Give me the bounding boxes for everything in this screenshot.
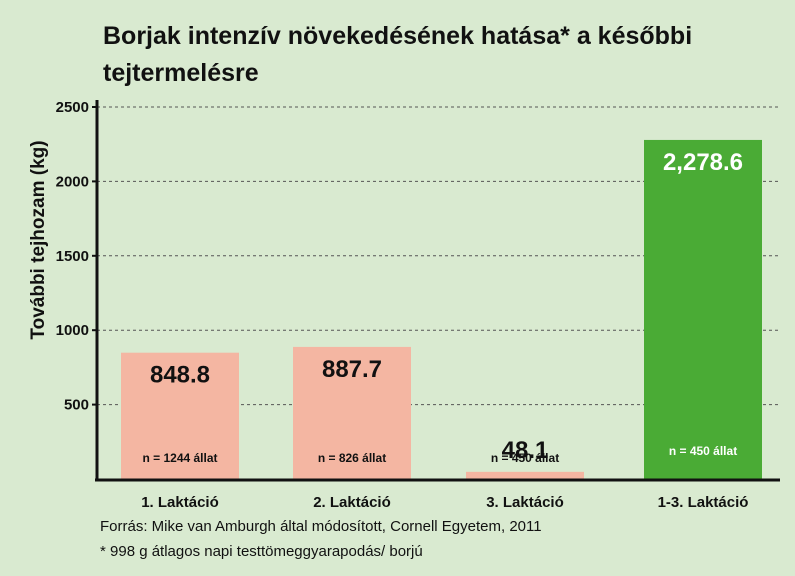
x-category-label: 1. Laktáció	[141, 494, 219, 511]
labels: 500 1000 1500 2000 2500 848.8 n = 1244 állat 1.…	[56, 99, 749, 511]
y-tick-label: 2000	[56, 173, 89, 190]
chart-title: Borjak intenzív növekedésének hatása* a …	[103, 22, 693, 87]
bar	[644, 139, 762, 479]
bars	[121, 139, 762, 479]
bar-n-label: n = 1244 állat	[142, 451, 217, 465]
bar-value-label: 2,278.6	[663, 149, 743, 176]
y-tick-label: 1000	[56, 322, 89, 339]
x-category-label: 2. Laktáció	[313, 494, 391, 511]
bar-value-label: 48.1	[502, 437, 549, 464]
bar-n-label: n = 826 állat	[318, 451, 386, 465]
bar-n-label: n = 450 állat	[491, 451, 559, 465]
bar-value-label: 848.8	[150, 362, 210, 389]
bar	[121, 352, 239, 479]
y-tick-label: 1500	[56, 248, 89, 265]
x-category-label: 1-3. Laktáció	[658, 494, 749, 511]
axes	[92, 100, 780, 482]
y-tick-label: 500	[64, 397, 89, 414]
bar-n-label: n = 450 állat	[669, 444, 737, 458]
bar	[293, 346, 411, 479]
source-note: Forrás: Mike van Amburgh által módosítot…	[100, 518, 542, 535]
bar-value-label: 887.7	[322, 356, 382, 383]
asterisk-note: * 998 g átlagos napi testtömeggyarapodás…	[100, 543, 423, 560]
x-category-label: 3. Laktáció	[486, 494, 564, 511]
y-tick-label: 2500	[56, 99, 89, 116]
bar	[466, 471, 584, 479]
